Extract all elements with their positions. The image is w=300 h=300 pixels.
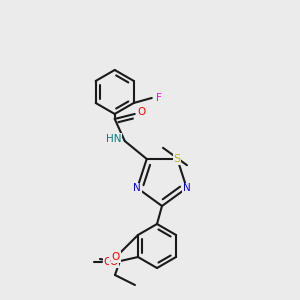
Text: N: N xyxy=(183,183,190,193)
Text: O: O xyxy=(110,257,118,267)
Text: O: O xyxy=(138,107,146,117)
Text: HN: HN xyxy=(106,134,122,144)
Text: N: N xyxy=(134,183,141,193)
Text: F: F xyxy=(156,93,162,103)
Text: S: S xyxy=(174,154,181,164)
Text: O: O xyxy=(112,252,120,262)
Text: O: O xyxy=(104,257,112,267)
